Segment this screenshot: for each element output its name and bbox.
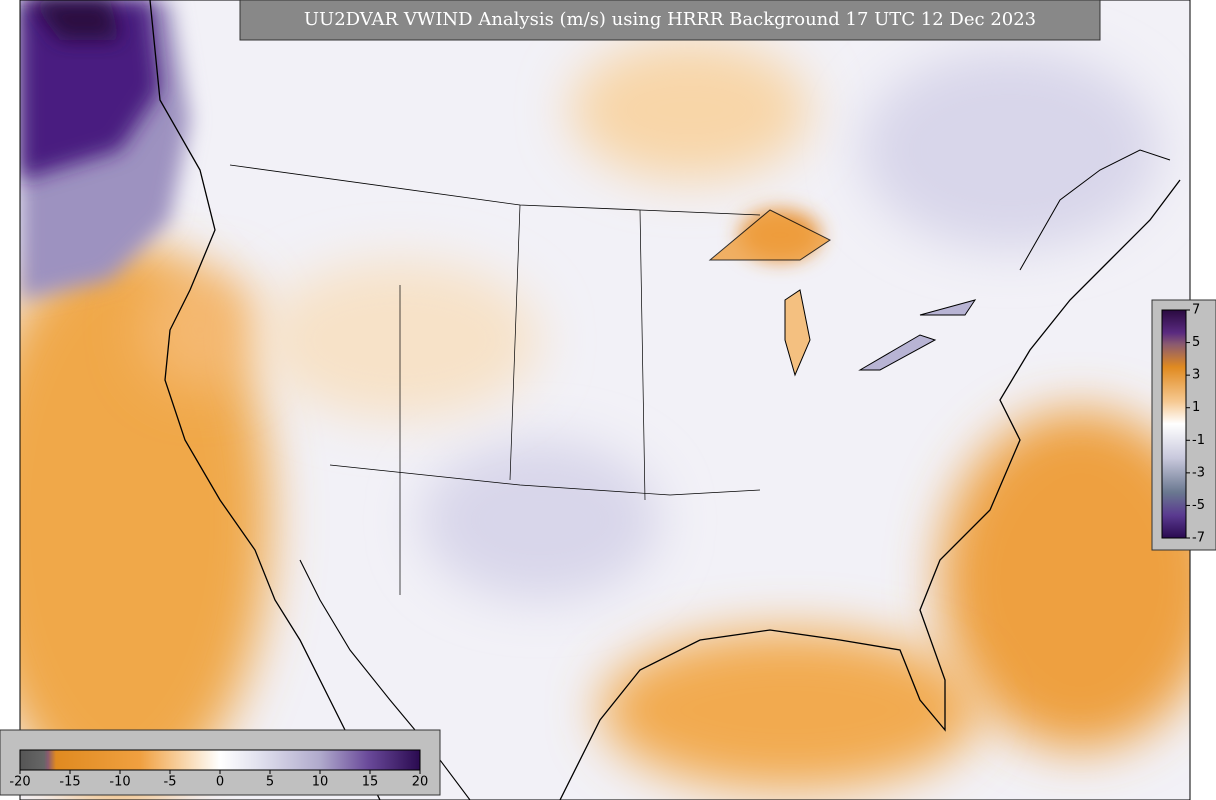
tick-label: 0: [216, 775, 224, 790]
tick-label: 1: [1192, 400, 1200, 415]
tick-label: 10: [312, 775, 329, 790]
vertical-colorbar: [1161, 309, 1187, 539]
title-box: [239, 0, 1101, 41]
tick-label: 5: [266, 775, 274, 790]
tick-label: -10: [109, 775, 130, 790]
tick-label: -5: [164, 775, 177, 790]
tick-label: 15: [362, 775, 379, 790]
tick-label: -20: [9, 775, 30, 790]
title: UU2DVAR VWIND Analysis (m/s) using HRRR …: [304, 9, 1036, 30]
tick-label: 7: [1192, 303, 1200, 318]
tick-label: 5: [1192, 335, 1200, 350]
horizontal-colorbar: [19, 749, 421, 771]
horizontal-colorbar-ticks: -20 -15 -10 -5 0 5 10 15 20: [9, 770, 428, 790]
tick-label: -3: [1192, 465, 1205, 480]
tick-label: -1: [1192, 433, 1205, 448]
vertical-colorbar-ticks: 7 5 3 1 -1 -3 -5 -7: [1186, 303, 1205, 546]
tick-label: -7: [1192, 531, 1205, 546]
tick-label: 3: [1192, 368, 1200, 383]
tick-label: -15: [59, 775, 80, 790]
tick-label: 20: [412, 775, 429, 790]
tick-label: -5: [1192, 498, 1205, 513]
